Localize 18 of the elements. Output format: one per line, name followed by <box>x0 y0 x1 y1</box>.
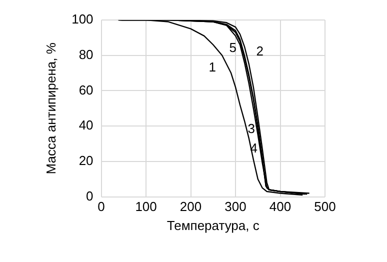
series-label: 3 <box>248 121 255 136</box>
y-tick-label: 60 <box>78 82 94 98</box>
y-tick-label: 0 <box>86 188 94 204</box>
x-tick-label: 100 <box>135 199 157 214</box>
x-tick-label: 0 <box>98 199 105 214</box>
x-tick-label: 300 <box>224 199 246 214</box>
y-tick-label: 100 <box>72 12 94 27</box>
x-tick-label: 500 <box>314 199 336 214</box>
series-label: 2 <box>256 43 264 58</box>
y-axis-title: Масса антипирена, % <box>43 42 58 174</box>
x-tick-label: 200 <box>180 199 202 214</box>
series-label: 5 <box>229 40 236 55</box>
y-tick-label: 80 <box>78 46 94 62</box>
x-tick-label: 400 <box>269 199 292 214</box>
y-tick-label: 20 <box>78 153 94 168</box>
x-axis-title: Температура, с <box>166 218 260 233</box>
series-label: 1 <box>208 59 216 74</box>
y-tick-label: 40 <box>78 118 94 133</box>
